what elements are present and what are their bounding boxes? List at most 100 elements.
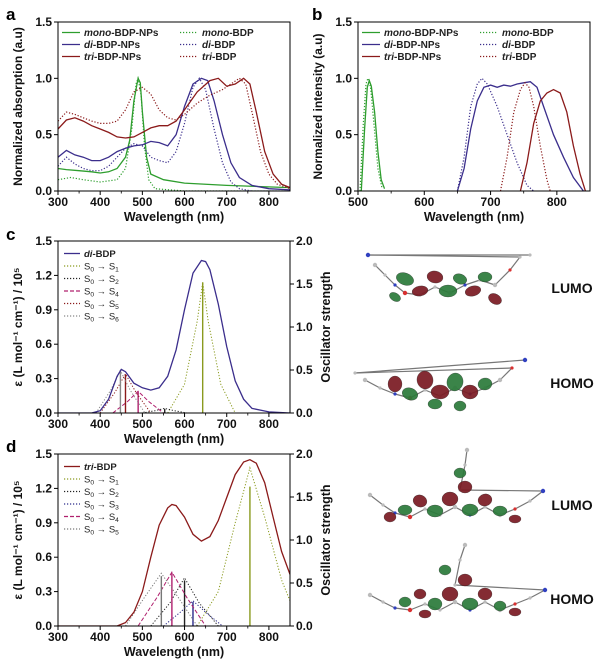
- legend-label: S0 → S1: [84, 262, 119, 274]
- legend-label: S0 → S5: [84, 299, 119, 311]
- bond: [374, 264, 386, 276]
- panel-label: b: [312, 5, 322, 24]
- series-line-2: [58, 77, 290, 191]
- orbital-lobe: [457, 573, 473, 587]
- y-tick-label: 0.3: [35, 372, 52, 386]
- orbital-lobe: [427, 597, 443, 611]
- orbital-lobe: [396, 272, 414, 286]
- legend-label: di-BDP-NPs: [384, 40, 441, 51]
- legend-label: di-BDP: [202, 40, 236, 51]
- atom: [393, 283, 397, 287]
- bond: [494, 269, 511, 286]
- bond: [454, 584, 546, 591]
- y-axis-label: ε (L mol⁻¹ cm⁻¹) / 10⁵: [11, 267, 25, 386]
- orbital-lobe: [453, 400, 467, 412]
- y2-tick-label: 0.5: [296, 576, 313, 590]
- y-tick-label: 0.0: [335, 184, 352, 198]
- y2-tick-label: 1.5: [296, 490, 313, 504]
- panel-b: 500 600 700 800 0.0 0.5 1.0 1.5 Wavelength (nm) N…: [311, 5, 591, 224]
- y-tick-label: 0.5: [335, 128, 352, 142]
- transition-band-3: [99, 372, 152, 413]
- panel-label: a: [6, 5, 16, 24]
- x-tick-label: 600: [175, 195, 195, 209]
- bond: [409, 603, 426, 611]
- atom: [513, 602, 517, 606]
- legend-label: S0 → S3: [84, 500, 119, 512]
- orbital-lobe: [492, 505, 508, 517]
- atom: [393, 392, 397, 396]
- orbital-lobe: [493, 600, 507, 612]
- x-tick-label: 700: [217, 630, 237, 644]
- orbital-lobe: [461, 597, 479, 611]
- x-tick-label: 500: [348, 195, 368, 209]
- bond: [364, 379, 381, 389]
- transition-band-4: [125, 572, 198, 626]
- series-line-2: [456, 81, 584, 191]
- atom: [528, 499, 532, 503]
- y-axis-label: ε (L mol⁻¹ cm⁻¹) / 10⁵: [11, 480, 25, 599]
- legend-label: S0 → S5: [84, 525, 119, 537]
- x-axis-label: Wavelength (nm): [424, 210, 524, 224]
- orbital-lobe: [461, 384, 479, 400]
- atom: [497, 377, 503, 383]
- legend-label: S0 → S1: [84, 475, 119, 487]
- bond: [382, 601, 396, 609]
- legend-label: tri-BDP-NPs: [384, 52, 442, 63]
- series-line-3: [58, 77, 290, 191]
- orbital-label-d-lumo: LUMO: [551, 497, 592, 513]
- bond: [529, 589, 546, 599]
- y2-tick-label: 0.0: [296, 619, 313, 633]
- x-tick-label: 800: [259, 417, 279, 431]
- bond: [409, 508, 426, 518]
- x-axis-label: Wavelength (nm): [124, 645, 224, 659]
- transition-band-0: [167, 282, 236, 413]
- panel-label: c: [6, 225, 15, 244]
- series-line-1: [58, 76, 290, 191]
- bond: [459, 544, 466, 561]
- atom: [522, 357, 528, 363]
- atom: [513, 507, 517, 511]
- x-axis-label: Wavelength (nm): [124, 432, 224, 446]
- orbital-label-c-homo: HOMO: [550, 375, 594, 391]
- atom: [423, 507, 427, 511]
- y-axis-label: Normalized absorption (a.u): [11, 27, 25, 186]
- legend-label: S0 → S4: [84, 287, 119, 299]
- orbital-label-d-homo: HOMO: [550, 591, 594, 607]
- legend-label: S0 → S6: [84, 312, 119, 324]
- plot-frame: [357, 21, 591, 192]
- legend-label: mono-BDP-NPs: [384, 28, 459, 39]
- orbital-lobe: [477, 377, 493, 391]
- y2-tick-label: 1.0: [296, 533, 313, 547]
- orbital-lobe: [416, 370, 434, 390]
- y-tick-label: 1.0: [335, 71, 352, 85]
- orbital-lobe: [426, 270, 444, 284]
- orbital-lobe: [411, 285, 429, 297]
- atom: [423, 388, 427, 392]
- bond: [384, 274, 396, 286]
- bond: [459, 489, 544, 492]
- x-tick-label: 800: [259, 195, 279, 209]
- y-tick-label: 0.0: [35, 184, 52, 198]
- panel-d: 300 400 500 600 700 800 0.0 0.3 0.6 0.9 1.2 1.5 0.0 0…: [6, 437, 333, 659]
- transition-band-2: [163, 600, 223, 626]
- atom: [463, 283, 467, 287]
- orbital-lobe: [457, 480, 473, 494]
- y-tick-label: 0.6: [35, 337, 52, 351]
- atom: [378, 386, 382, 390]
- series-line-4: [519, 88, 587, 191]
- atom: [542, 587, 548, 593]
- legend-label: mono-BDP-NPs: [84, 28, 159, 39]
- atom: [433, 285, 437, 289]
- orbital-label-c-lumo: LUMO: [551, 280, 592, 296]
- x-tick-label: 500: [132, 630, 152, 644]
- legend-label: di-BDP: [84, 249, 116, 260]
- orbital-lobe: [461, 503, 479, 517]
- atom: [365, 252, 371, 258]
- atom: [528, 596, 532, 600]
- orbital-lobe: [430, 384, 450, 400]
- bond: [454, 559, 461, 586]
- orbital-lobe: [387, 375, 403, 393]
